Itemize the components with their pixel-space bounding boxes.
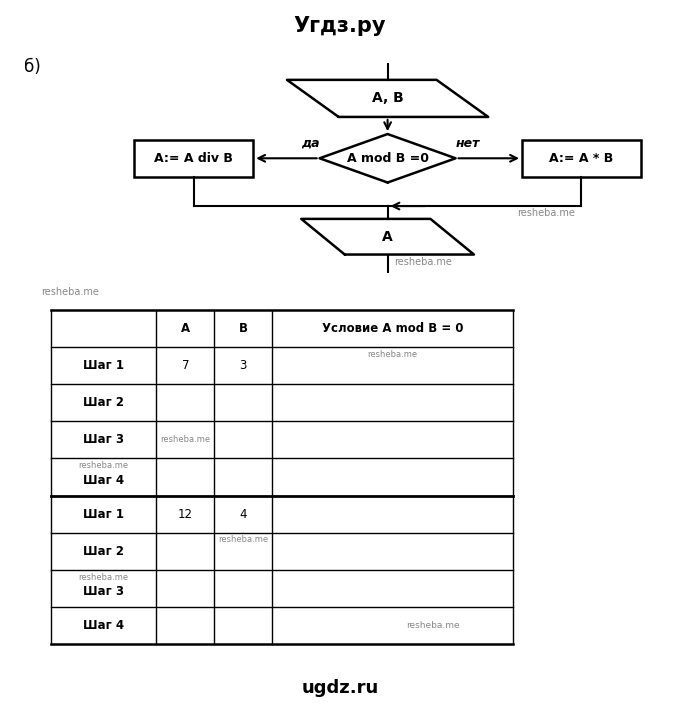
Text: Шаг 2: Шаг 2 — [83, 545, 124, 558]
Text: A: A — [181, 322, 190, 335]
Text: resheba.me: resheba.me — [160, 436, 210, 444]
Text: resheba.me: resheba.me — [407, 621, 460, 630]
Text: resheba.me: resheba.me — [368, 350, 418, 359]
Bar — [522, 140, 641, 177]
Text: resheba.me: resheba.me — [41, 287, 99, 297]
Text: A mod B =0: A mod B =0 — [347, 152, 428, 165]
Text: Шаг 1: Шаг 1 — [83, 508, 124, 520]
Text: 12: 12 — [177, 508, 193, 520]
Text: б): б) — [24, 58, 41, 76]
Text: Шаг 4: Шаг 4 — [83, 619, 124, 632]
Text: Шаг 3: Шаг 3 — [83, 434, 124, 446]
Text: 7: 7 — [182, 359, 189, 372]
Text: A: A — [382, 230, 393, 244]
Text: resheba.me: resheba.me — [218, 535, 268, 545]
Text: да: да — [301, 137, 320, 150]
Text: resheba.me: resheba.me — [79, 461, 129, 471]
Text: resheba.me: resheba.me — [79, 573, 129, 582]
Text: Шаг 3: Шаг 3 — [83, 585, 124, 598]
Text: 3: 3 — [239, 359, 247, 372]
Text: A:= A div B: A:= A div B — [154, 152, 233, 165]
Text: Условие A mod B = 0: Условие A mod B = 0 — [322, 322, 464, 335]
Text: ugdz.ru: ugdz.ru — [301, 679, 379, 697]
Text: A:= A * B: A:= A * B — [549, 152, 613, 165]
Text: 4: 4 — [239, 508, 247, 520]
Text: Шаг 1: Шаг 1 — [83, 359, 124, 372]
Text: нет: нет — [456, 137, 480, 150]
Text: Шаг 2: Шаг 2 — [83, 396, 124, 409]
Bar — [134, 140, 253, 177]
Text: Угдз.ру: Угдз.ру — [294, 16, 386, 36]
Text: B: B — [239, 322, 248, 335]
Text: A, B: A, B — [372, 91, 403, 106]
Text: resheba.me: resheba.me — [394, 257, 452, 267]
Text: Шаг 4: Шаг 4 — [83, 474, 124, 487]
Text: resheba.me: resheba.me — [517, 208, 575, 218]
